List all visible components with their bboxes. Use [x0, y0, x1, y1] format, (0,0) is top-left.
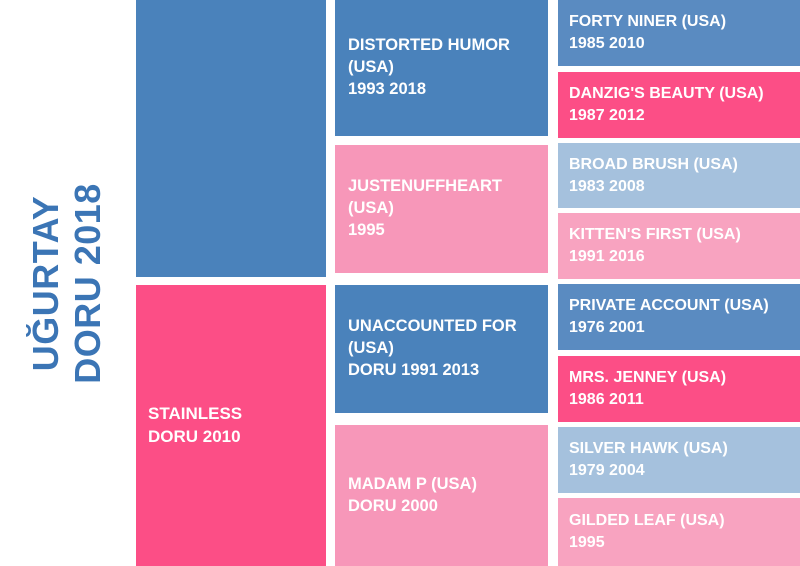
pedigree-cell-silver-hawk: SILVER HAWK (USA) 1979 2004 — [558, 427, 800, 493]
pedigree-cell-mrs-jenney: MRS. JENNEY (USA) 1986 2011 — [558, 356, 800, 422]
subject-details: DORU 2018 — [67, 182, 109, 384]
pedigree-cell-broad-brush: BROAD BRUSH (USA) 1983 2008 — [558, 143, 800, 208]
pedigree-cell-sire — [136, 0, 326, 277]
pedigree-cell-danzigs-beauty: DANZIG'S BEAUTY (USA) 1987 2012 — [558, 72, 800, 138]
pedigree-cell-stainless: STAINLESS DORU 2010 — [136, 285, 326, 566]
pedigree-cell-forty-niner: FORTY NINER (USA) 1985 2010 — [558, 0, 800, 66]
pedigree-cell-justenuffheart: JUSTENUFFHEART (USA) 1995 — [335, 145, 548, 273]
subject-title: UĞURTAY DORU 2018 — [25, 183, 110, 384]
pedigree-cell-private-account: PRIVATE ACCOUNT (USA) 1976 2001 — [558, 284, 800, 350]
pedigree-cell-unaccounted-for: UNACCOUNTED FOR (USA) DORU 1991 2013 — [335, 285, 548, 413]
pedigree-cell-gilded-leaf: GILDED LEAF (USA) 1995 — [558, 498, 800, 566]
subject-title-area: UĞURTAY DORU 2018 — [0, 0, 135, 566]
subject-name: UĞURTAY — [25, 195, 67, 371]
pedigree-cell-madam-p: MADAM P (USA) DORU 2000 — [335, 425, 548, 566]
pedigree-cell-kittens-first: KITTEN'S FIRST (USA) 1991 2016 — [558, 213, 800, 279]
pedigree-cell-distorted-humor: DISTORTED HUMOR (USA) 1993 2018 — [335, 0, 548, 136]
